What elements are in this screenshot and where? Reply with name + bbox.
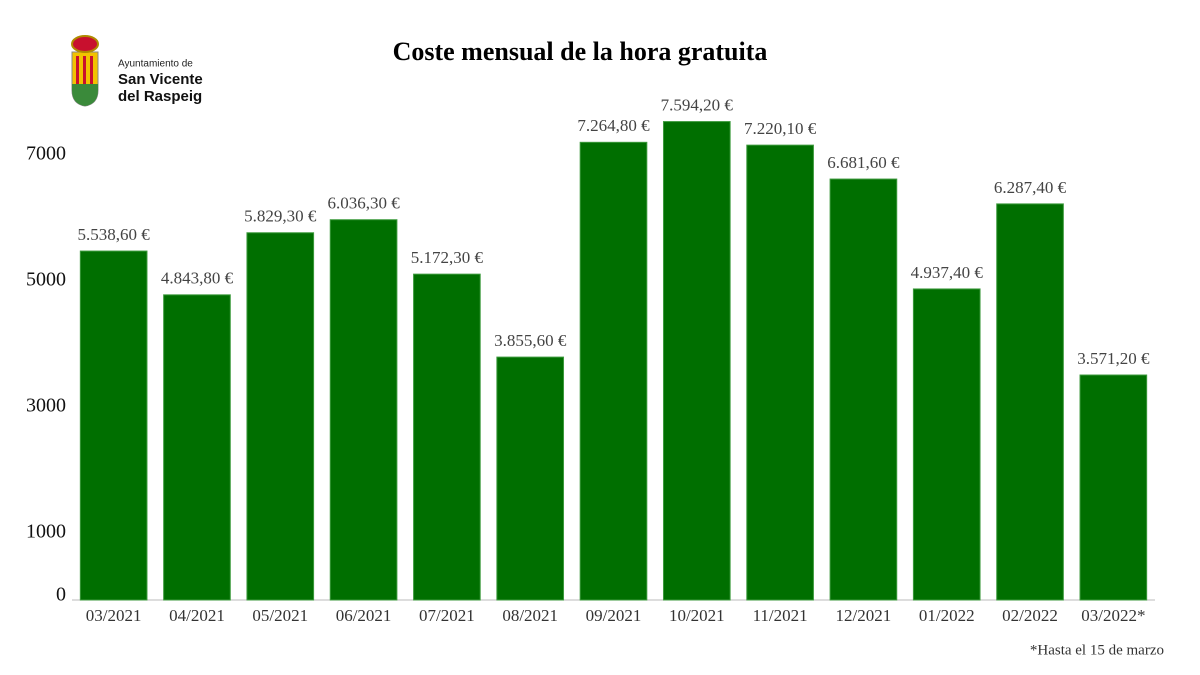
value-label: 5.172,30 €	[411, 248, 484, 267]
bar	[662, 121, 731, 601]
bar	[746, 144, 814, 601]
bar	[413, 273, 481, 601]
logo-stripe	[90, 56, 93, 84]
x-tick-label: 12/2021	[836, 606, 892, 625]
value-label: 5.829,30 €	[244, 207, 317, 226]
x-tick-label: 02/2022	[1002, 606, 1058, 625]
value-label: 7.220,10 €	[744, 119, 817, 138]
x-tick-label: 06/2021	[336, 606, 392, 625]
x-tick-label: 03/2021	[86, 606, 142, 625]
logo: Ayuntamiento de San Vicente del Raspeig	[71, 35, 203, 107]
logo-base	[72, 84, 98, 106]
x-tick-label: 07/2021	[419, 606, 475, 625]
bar	[246, 232, 315, 601]
value-label: 5.538,60 €	[78, 225, 151, 244]
value-label: 3.571,20 €	[1077, 349, 1150, 368]
x-tick-label: 05/2021	[252, 606, 308, 625]
value-label: 3.855,60 €	[494, 331, 567, 350]
bar	[912, 288, 981, 601]
footnote: *Hasta el 15 de marzo	[1030, 642, 1164, 658]
value-label: 7.594,20 €	[661, 95, 734, 114]
logo-text: del Raspeig	[118, 88, 202, 105]
logo-crown	[71, 35, 99, 53]
bar	[496, 356, 565, 601]
x-tick-label: 01/2022	[919, 606, 975, 625]
value-label: 6.287,40 €	[994, 178, 1067, 197]
chart-title: Coste mensual de la hora gratuita	[393, 37, 768, 66]
y-tick-label: 3000	[26, 395, 66, 417]
bar	[829, 178, 898, 601]
bar	[579, 141, 648, 601]
bar	[1079, 374, 1148, 601]
x-tick-label: 04/2021	[169, 606, 225, 625]
x-tick-label: 09/2021	[586, 606, 642, 625]
value-label: 7.264,80 €	[577, 116, 650, 135]
y-tick-label: 0	[56, 584, 66, 606]
value-label: 6.681,60 €	[827, 153, 900, 172]
bar	[996, 203, 1064, 601]
bar	[79, 250, 148, 601]
value-label: 6.036,30 €	[327, 194, 400, 213]
x-tick-label: 11/2021	[753, 606, 808, 625]
x-tick-label: 10/2021	[669, 606, 725, 625]
logo-stripe	[76, 56, 79, 84]
y-tick-label: 1000	[26, 521, 66, 543]
logo-text: San Vicente	[118, 71, 203, 88]
x-tick-label: 03/2022*	[1081, 606, 1145, 625]
logo-text: Ayuntamiento de	[118, 59, 193, 70]
value-label: 4.937,40 €	[911, 263, 984, 282]
bar	[329, 219, 398, 601]
x-tick-label: 08/2021	[502, 606, 558, 625]
value-label: 4.843,80 €	[161, 269, 234, 288]
bar	[163, 294, 231, 601]
logo-stripe	[83, 56, 86, 84]
y-tick-label: 5000	[26, 269, 66, 291]
y-tick-label: 7000	[26, 143, 66, 165]
